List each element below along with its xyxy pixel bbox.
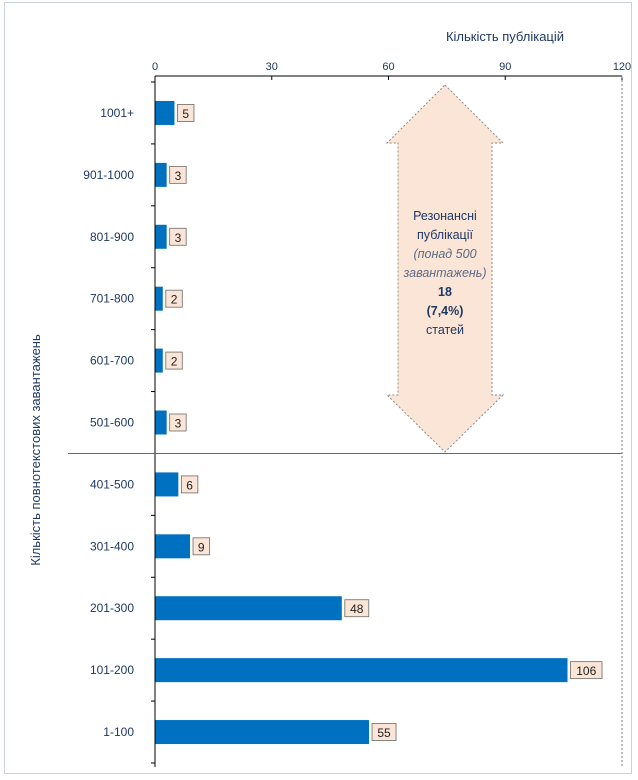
annotation-arrow-layer: Резонансні публікації (понад 500 завантажен… xyxy=(385,84,505,453)
annotation-line: завантажень) xyxy=(402,266,486,280)
annotation-line: статей xyxy=(426,323,464,337)
x-axis-label: Кількість публікацій xyxy=(446,29,564,44)
x-tick-label: 30 xyxy=(266,61,278,73)
bar xyxy=(155,596,342,621)
data-label-box xyxy=(165,351,183,370)
data-label: 48 xyxy=(350,602,364,616)
x-tick-label: 60 xyxy=(382,61,394,73)
bar xyxy=(155,410,167,435)
category-label: 201-300 xyxy=(90,601,134,615)
axes-layer xyxy=(68,75,623,767)
data-label: 55 xyxy=(377,726,391,740)
data-label-box xyxy=(169,413,187,432)
data-label: 2 xyxy=(171,355,178,369)
annotation-line: (7,4%) xyxy=(427,304,464,318)
data-label-box xyxy=(344,599,370,618)
x-tick-label: 0 xyxy=(152,61,158,73)
data-label: 6 xyxy=(186,478,193,492)
data-label-box xyxy=(180,475,199,494)
data-label: 3 xyxy=(175,169,182,183)
bars-layer: 5 3 3 2 2 3 6 9 48 106 55 xyxy=(155,100,603,745)
double-arrow-shape xyxy=(385,84,505,453)
data-label: 106 xyxy=(576,664,596,678)
x-tick-label: 90 xyxy=(499,61,511,73)
bar xyxy=(155,720,370,745)
category-layer: 1001+ 901-1000 801-900 701-800 601-700 501-60… xyxy=(83,106,134,739)
data-label-box xyxy=(169,165,187,184)
annotation-line: Резонансні xyxy=(413,209,477,223)
data-label: 3 xyxy=(175,417,182,431)
x-tick-label: 120 xyxy=(613,61,631,73)
annotation-line: 18 xyxy=(438,285,452,299)
bar xyxy=(155,100,175,125)
bar xyxy=(155,224,167,249)
bar xyxy=(155,348,163,373)
category-label: 101-200 xyxy=(90,663,134,677)
category-label: 1001+ xyxy=(100,106,134,120)
category-label: 601-700 xyxy=(90,354,134,368)
x-ticks-layer: 0 30 60 90 120 xyxy=(152,61,631,73)
data-label-box xyxy=(165,289,183,308)
annotation-line: публікації xyxy=(417,228,473,242)
y-axis-label: Кількість повнотекстових завантажень xyxy=(28,334,43,566)
data-label: 3 xyxy=(175,231,182,245)
data-label-box xyxy=(570,661,603,680)
category-label: 1-100 xyxy=(103,725,134,739)
data-label: 9 xyxy=(198,540,205,554)
data-label: 2 xyxy=(171,293,178,307)
data-label-box xyxy=(192,537,210,556)
category-label: 401-500 xyxy=(90,477,134,491)
data-label-box xyxy=(177,104,195,122)
category-label: 901-1000 xyxy=(83,168,134,182)
data-label: 5 xyxy=(182,107,189,121)
chart-frame xyxy=(4,2,632,774)
bar xyxy=(155,534,191,559)
bar xyxy=(155,658,568,683)
bar xyxy=(155,472,179,497)
data-label-box xyxy=(169,227,187,246)
category-label: 501-600 xyxy=(90,416,134,430)
bar xyxy=(155,162,167,187)
category-label: 701-800 xyxy=(90,292,134,306)
bar xyxy=(155,286,163,311)
data-label-box xyxy=(371,723,397,741)
category-label: 801-900 xyxy=(90,230,134,244)
category-label: 301-400 xyxy=(90,539,134,553)
annotation-line: (понад 500 xyxy=(413,247,476,261)
